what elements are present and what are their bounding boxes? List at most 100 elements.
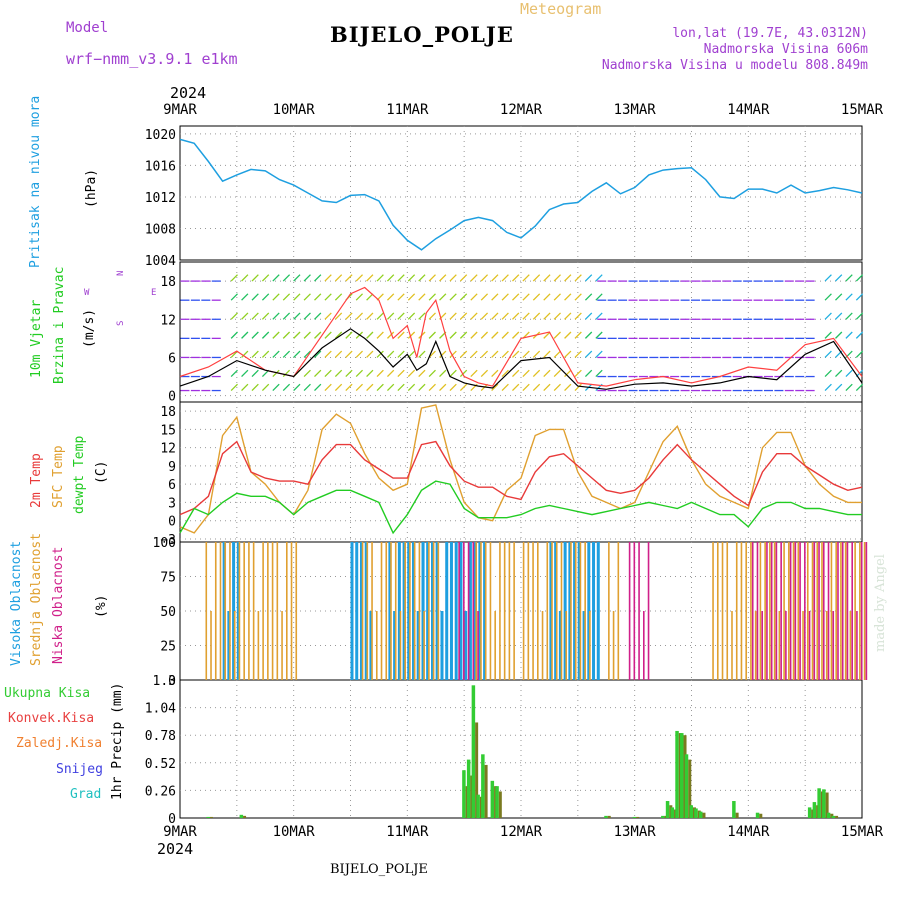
cloud-bar-high (222, 542, 226, 680)
wind-arrow (230, 312, 238, 320)
cloud-bar-low (775, 542, 778, 680)
precip-bar-conv (607, 815, 611, 818)
cloud-bar-low (647, 542, 650, 680)
wind-arrow (564, 312, 572, 320)
wind-arrow (574, 383, 582, 392)
precip-bar-conv (243, 815, 247, 818)
y-tick-label: 18 (160, 405, 176, 420)
wind-arrow (272, 293, 280, 301)
y-tick-label: 100 (153, 536, 176, 551)
precip-bar-total (495, 786, 499, 818)
cloud-bar-mid (437, 542, 440, 680)
temp2m-line (179, 440, 863, 516)
y-tick-label: 3 (168, 496, 176, 511)
cloud-bar-high (464, 611, 468, 680)
wind-arrow (595, 274, 603, 282)
wind-arrow (543, 331, 551, 339)
wind-arrow (855, 350, 864, 358)
wind-arrow (835, 369, 843, 378)
wind-arrow (376, 274, 384, 282)
wind-arrow (418, 350, 426, 358)
wind-arrow (470, 274, 478, 282)
x-tick-bottom: 9MAR (163, 824, 197, 840)
cloud-bar-mid (229, 542, 231, 680)
cloud-bar-mid (214, 542, 217, 680)
wind-arrow (584, 274, 593, 282)
cloud-bar-mid (574, 542, 577, 680)
altitude-text: Nadmorska Visina 606m (703, 42, 868, 57)
cloud-bar-mid (731, 611, 733, 680)
y-tick-label: 18 (160, 275, 176, 290)
wind-arrow (595, 312, 603, 320)
cloud-bar-high (232, 542, 236, 680)
wind-arrow (501, 293, 509, 301)
wind-arrow (428, 274, 436, 282)
precip-bar-total (481, 754, 485, 818)
cloud-bar-low (751, 542, 754, 680)
y-tick-label: 0 (168, 674, 176, 689)
wind-arrow (386, 369, 395, 378)
wind-arrow (835, 293, 843, 301)
cloud-bar-high (549, 542, 553, 680)
cloud-bar-mid (380, 542, 383, 680)
wind-arrow (376, 350, 384, 358)
cloud-bar-high (563, 542, 567, 680)
cloud-bar-mid (267, 542, 269, 680)
cloud-bar-low (827, 542, 830, 680)
wind-arrow (512, 383, 520, 392)
wind-arrow (470, 331, 478, 339)
cloud-bar-mid (428, 542, 430, 680)
precip-bar-conv (484, 764, 488, 818)
x-tick-top: 12MAR (500, 102, 543, 118)
wind-arrow (459, 293, 468, 301)
precip-bar-total (670, 807, 675, 818)
wind-arrow (303, 312, 311, 320)
wind-arrow (543, 383, 551, 392)
legend-frz-rain: Zaledj.Kisa (16, 736, 103, 751)
cloud-bar-low (628, 542, 631, 680)
wind-arrow (522, 350, 530, 358)
cloud-bar-mid (617, 542, 620, 680)
footer-station: BIJELO_POLJE (330, 862, 428, 877)
precip-bar-conv (688, 759, 692, 818)
wind-arrow (553, 293, 561, 301)
wind-arrow (251, 369, 259, 378)
cloud-bar-mid (508, 542, 511, 680)
cloud-bar-mid (281, 611, 283, 680)
cloud-bar-mid (854, 542, 856, 680)
wind-arrow (543, 369, 551, 378)
wind-arrow (334, 350, 343, 358)
wind-arrow (491, 274, 499, 282)
wind-arrow (574, 369, 582, 378)
wind-arrow (855, 312, 864, 320)
cloud-bar-low (818, 542, 820, 680)
wind-arrow (470, 293, 478, 301)
wind-arrow (293, 331, 301, 339)
precip-bar-total (471, 685, 476, 818)
wind-arrow (532, 383, 541, 392)
wind-arrow (241, 331, 249, 339)
x-tick-bottom: 11MAR (386, 824, 429, 840)
model-value: wrf−nmm_v3.9.1 e1km (66, 50, 238, 68)
cloud-bar-low (865, 542, 868, 680)
wind-arrow (407, 331, 416, 339)
wind-arrow (418, 274, 426, 282)
model-label: Model (66, 20, 109, 36)
wind-arrow (355, 293, 364, 301)
cloud-bar-mid (759, 542, 762, 680)
wind-arrow (522, 312, 530, 320)
wind-arrow (261, 274, 270, 282)
wind-arrow (491, 369, 499, 378)
cloud-bar-mid (205, 542, 208, 680)
wind-arrow (334, 293, 343, 301)
y-tick-label: 6 (168, 351, 176, 366)
wind-arrow (845, 274, 853, 282)
wind-arrow (324, 312, 332, 320)
precip-bar-total (476, 794, 480, 818)
wind-arrow (334, 383, 343, 392)
wind-arrow (397, 331, 405, 339)
cloud-bar-mid (783, 542, 785, 680)
cloud-bar-mid (409, 542, 411, 680)
wind-arrow (241, 274, 249, 282)
wind-arrow (595, 369, 603, 378)
